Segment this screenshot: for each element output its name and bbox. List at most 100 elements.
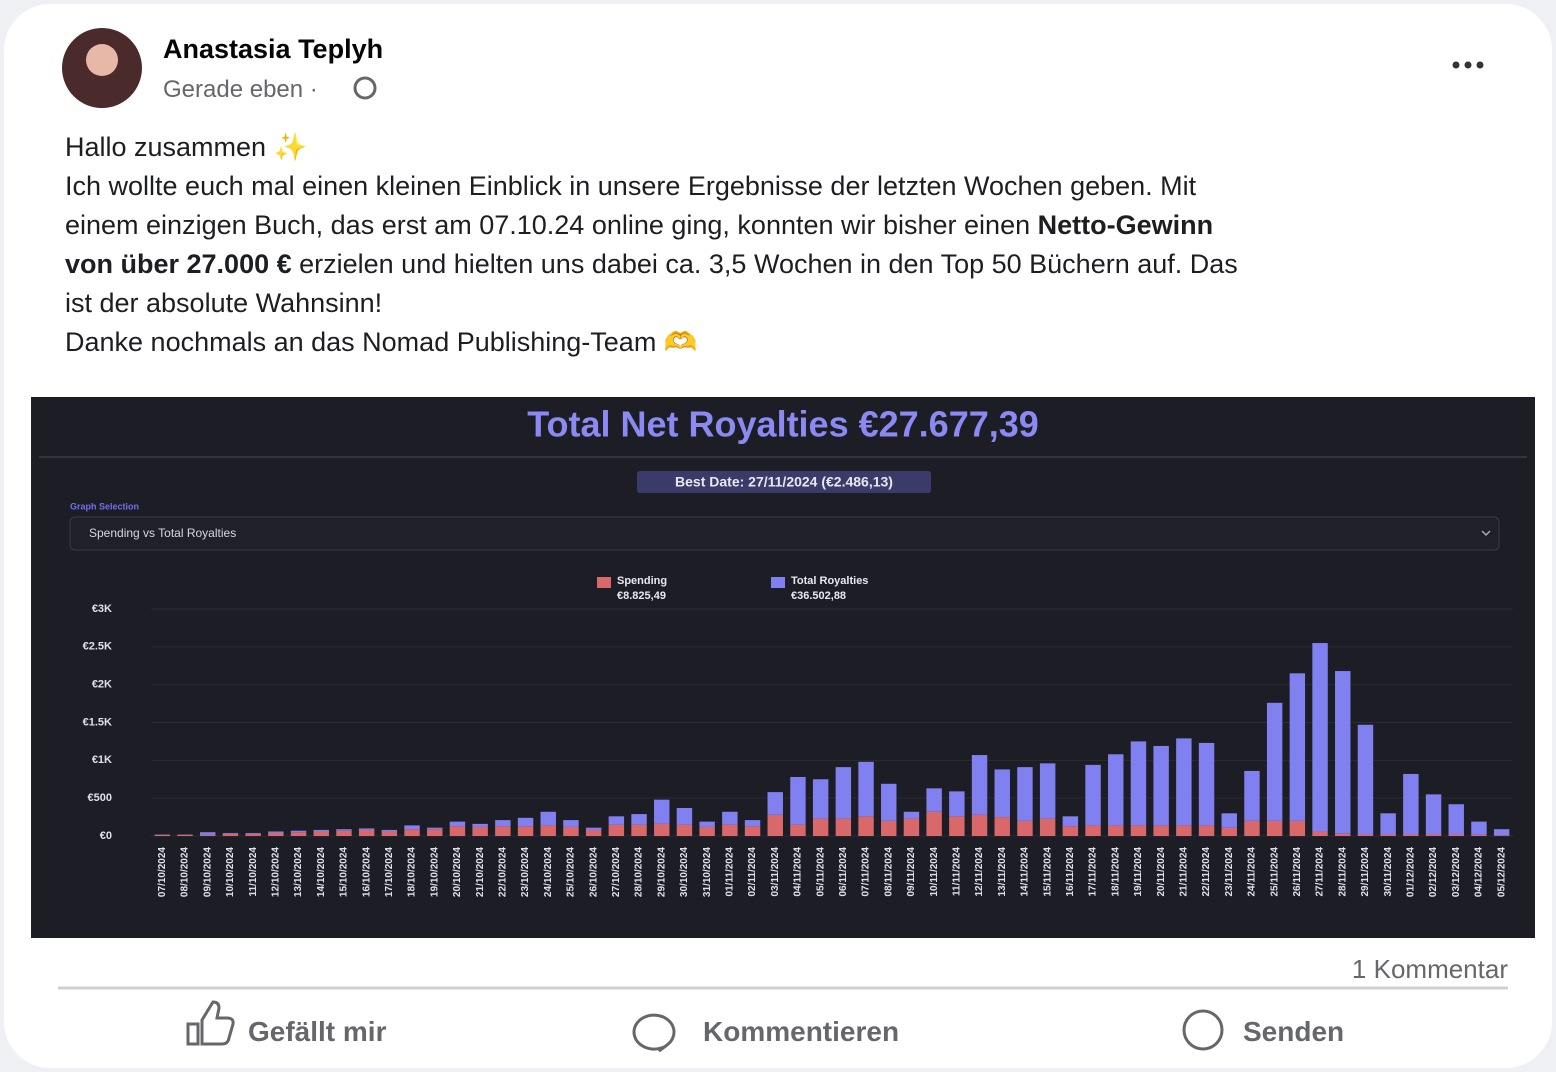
bar xyxy=(1493,835,1510,836)
bar xyxy=(1471,821,1487,835)
bar xyxy=(1471,834,1487,836)
bar xyxy=(1289,820,1306,836)
bar xyxy=(495,826,511,836)
bar xyxy=(1425,794,1442,835)
timestamp[interactable]: Gerade eben · xyxy=(163,76,318,103)
x-tick-label: 21/11/2024 xyxy=(1178,847,1189,897)
selector-box[interactable] xyxy=(69,516,1500,551)
bar xyxy=(949,791,965,817)
bar xyxy=(881,783,897,821)
x-tick-label: 09/11/2024 xyxy=(906,847,917,897)
bar xyxy=(1017,767,1033,821)
bar xyxy=(245,832,261,834)
bar xyxy=(1312,643,1328,832)
bar xyxy=(222,833,239,836)
x-tick-label: 27/10/2024 xyxy=(611,847,622,897)
bar xyxy=(903,818,920,836)
bar xyxy=(381,829,398,832)
bar xyxy=(699,826,715,836)
comment-count[interactable]: 1 Kommentar xyxy=(1351,954,1508,984)
bar xyxy=(563,820,579,827)
bar xyxy=(1221,813,1237,828)
bar xyxy=(200,834,216,836)
x-tick-label: 25/11/2024 xyxy=(1269,847,1280,897)
legend-value: €36.502,88 xyxy=(791,590,846,602)
chart-subtitle: Best Date: 27/11/2024 (€2.486,13) xyxy=(675,474,893,490)
bar xyxy=(1266,702,1283,821)
x-tick-label: 24/11/2024 xyxy=(1247,847,1258,897)
bar xyxy=(1289,673,1306,821)
y-tick-label: €500 xyxy=(88,792,112,804)
x-tick-label: 18/10/2024 xyxy=(407,847,418,897)
bar xyxy=(472,826,488,836)
bar xyxy=(1244,770,1260,821)
x-tick-label: 11/10/2024 xyxy=(248,847,259,897)
bar xyxy=(313,829,329,832)
x-tick-label: 07/11/2024 xyxy=(861,847,872,897)
bar xyxy=(449,826,466,836)
bold-text: Netto-Gewinn xyxy=(1037,210,1214,240)
bar xyxy=(631,814,647,825)
text-line: einem einzigen Buch, das erst am 07.10.2… xyxy=(65,206,1238,245)
bar xyxy=(222,832,239,834)
bar xyxy=(336,830,352,836)
text-line: Danke nochmals an das Nomad Publishing-T… xyxy=(65,323,1238,362)
y-tick-label: €3K xyxy=(92,603,112,615)
x-tick-label: 04/11/2024 xyxy=(793,847,804,897)
bar xyxy=(472,823,488,827)
bar xyxy=(1062,826,1079,836)
bar xyxy=(994,817,1010,836)
whatsapp-icon xyxy=(1182,1009,1224,1051)
x-tick-label: 10/11/2024 xyxy=(929,847,940,897)
bar xyxy=(1335,671,1351,834)
x-tick-label: 05/12/2024 xyxy=(1496,847,1507,897)
bar xyxy=(313,831,329,836)
x-tick-label: 26/10/2024 xyxy=(588,847,599,897)
x-tick-label: 31/10/2024 xyxy=(702,847,713,897)
x-tick-label: 12/11/2024 xyxy=(974,847,985,897)
chart: Total Net Royalties €27.677,39 Best Date:… xyxy=(31,397,1535,938)
bar xyxy=(381,831,398,836)
bar xyxy=(949,816,965,836)
bar xyxy=(1153,745,1169,826)
text-line: Hallo zusammen ✨ xyxy=(65,128,1238,167)
x-tick-label: 03/12/2024 xyxy=(1451,847,1462,897)
x-tick-label: 06/11/2024 xyxy=(838,847,849,897)
bar xyxy=(744,826,761,836)
bar xyxy=(1335,833,1351,836)
like-button[interactable]: Gefällt mir xyxy=(248,1016,387,1047)
bar xyxy=(427,829,443,836)
bar xyxy=(699,821,715,827)
post-decor xyxy=(58,28,1508,1053)
text: Hallo zusammen ✨ xyxy=(65,132,308,162)
bar xyxy=(881,820,897,836)
x-tick-label: 13/10/2024 xyxy=(293,847,304,897)
x-tick-label: 24/10/2024 xyxy=(543,847,554,897)
bar xyxy=(1108,754,1124,826)
send-button[interactable]: Senden xyxy=(1243,1016,1345,1047)
text: einem einzigen Buch, das erst am 07.10.2… xyxy=(65,210,1038,240)
bar xyxy=(290,830,307,833)
bar xyxy=(1448,804,1464,835)
bar xyxy=(1130,825,1147,836)
chart-title: Total Net Royalties €27.677,39 xyxy=(527,404,1039,445)
bold-text: von über 27.000 € xyxy=(65,249,292,279)
x-tick-label: 04/12/2024 xyxy=(1474,847,1485,897)
bar xyxy=(1039,763,1056,819)
x-tick-label: 10/10/2024 xyxy=(225,847,236,897)
y-tick-label: €2.5K xyxy=(83,641,112,653)
bar xyxy=(540,825,556,836)
legend-swatch xyxy=(771,577,785,588)
bar xyxy=(1176,738,1192,826)
x-tick-label: 28/11/2024 xyxy=(1337,847,1348,897)
bar xyxy=(676,808,693,825)
bar xyxy=(585,829,602,836)
bar xyxy=(971,814,988,836)
more-button[interactable] xyxy=(1452,61,1484,69)
comment-button[interactable]: Kommentieren xyxy=(703,1016,900,1047)
bar xyxy=(654,823,670,836)
author-name[interactable]: Anastasia Teplyh xyxy=(163,34,384,64)
bar xyxy=(790,776,806,825)
bar xyxy=(449,821,466,827)
